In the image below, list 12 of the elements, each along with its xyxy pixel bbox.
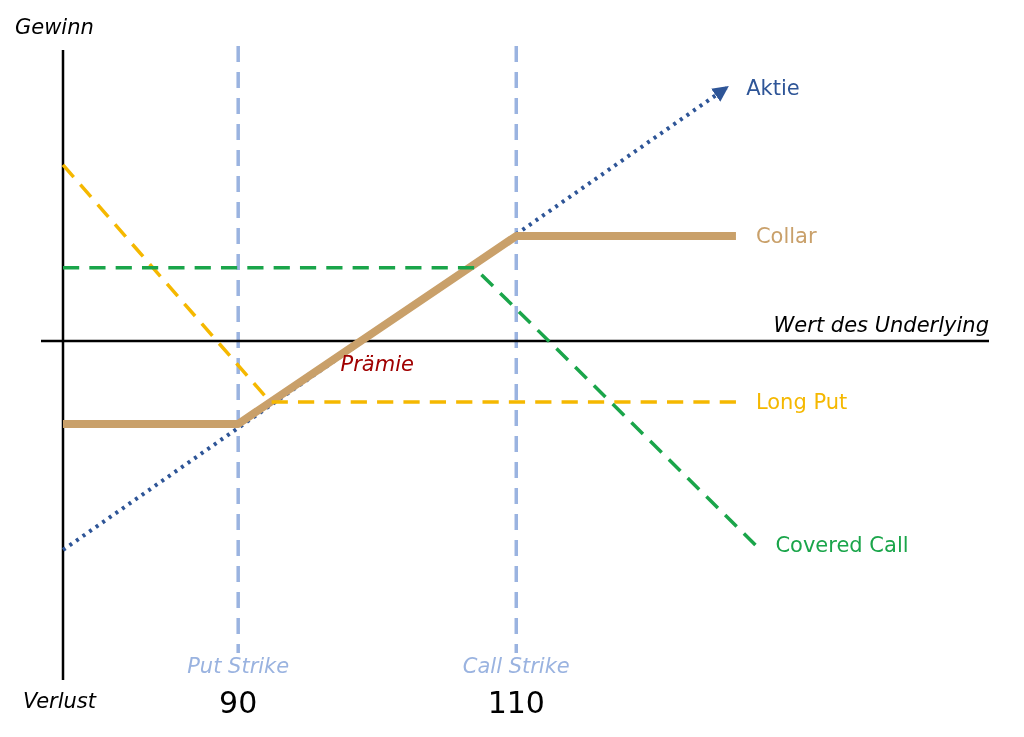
x-tick-label: 90 xyxy=(219,685,258,720)
text: Verlust xyxy=(23,689,97,713)
annotation: Prämie xyxy=(340,351,414,376)
series-label: Covered Call xyxy=(775,533,909,558)
x-tick-label: 110 xyxy=(487,685,545,720)
y-axis-title: Gewinn xyxy=(15,15,94,39)
series-label: Aktie xyxy=(746,76,800,101)
series-label: Long Put xyxy=(755,390,848,415)
x-axis-title: Wert des Underlying xyxy=(773,312,989,337)
series-label: Collar xyxy=(755,224,817,249)
ref-line-label: Call Strike xyxy=(462,654,570,678)
ref-line-label: Put Strike xyxy=(187,654,290,678)
